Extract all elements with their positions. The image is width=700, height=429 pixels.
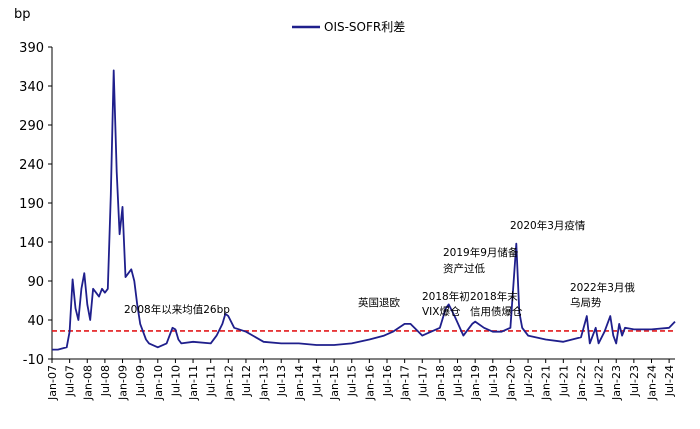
y-axis: 390 340 290 240 190 140 90 40 -10 bbox=[19, 41, 53, 368]
x-tick-label: Jan-13 bbox=[258, 365, 271, 401]
y-unit-label: bp bbox=[14, 7, 31, 22]
x-tick-label: Jul-17 bbox=[416, 365, 429, 397]
y-tick-label: 340 bbox=[19, 80, 44, 95]
x-tick-label: Jul-21 bbox=[557, 365, 570, 397]
x-tick-label: Jan-19 bbox=[469, 365, 482, 401]
legend-label: OIS-SOFR利差 bbox=[324, 20, 405, 34]
y-tick-label: 390 bbox=[19, 41, 44, 56]
x-tick-label: Jul-08 bbox=[99, 365, 112, 397]
annotation-russia-2: 乌局势 bbox=[570, 296, 602, 309]
x-axis: Jan-07 Jul-07 Jan-08 Jul-08 Jan-09 Jul-09 Jan-… bbox=[46, 358, 676, 401]
x-tick-label: Jan-18 bbox=[434, 365, 447, 401]
y-tick-label: 140 bbox=[19, 236, 44, 251]
x-tick-label: Jul-15 bbox=[346, 365, 359, 397]
annotation-covid: 2020年3月疫情 bbox=[510, 219, 586, 232]
x-tick-label: Jan-21 bbox=[540, 365, 553, 401]
x-tick-label: Jan-10 bbox=[152, 365, 165, 401]
x-tick-label: Jul-24 bbox=[663, 365, 676, 397]
x-tick-label: Jan-09 bbox=[117, 365, 130, 401]
y-tick-label: 90 bbox=[27, 275, 44, 290]
x-tick-label: Jul-19 bbox=[487, 365, 500, 397]
x-tick-label: Jan-23 bbox=[610, 365, 623, 401]
x-tick-label: Jan-07 bbox=[46, 365, 59, 401]
x-tick-label: Jul-07 bbox=[64, 365, 77, 397]
x-tick-label: Jul-12 bbox=[240, 365, 253, 397]
series-group bbox=[52, 69, 676, 351]
y-tick-label: 240 bbox=[19, 158, 44, 173]
legend: OIS-SOFR利差 bbox=[292, 20, 405, 34]
y-tick-label: 40 bbox=[27, 314, 44, 329]
x-tick-label: Jul-11 bbox=[205, 365, 218, 397]
x-tick-label: Jan-14 bbox=[293, 365, 306, 401]
x-tick-label: Jul-10 bbox=[169, 365, 182, 397]
annotation-vix-1: 2018年初 bbox=[422, 290, 470, 303]
x-tick-label: Jan-22 bbox=[575, 365, 588, 401]
x-tick-label: Jan-11 bbox=[187, 365, 200, 401]
annotation-vix-2: VIX爆仓 bbox=[422, 305, 461, 318]
y-tick-label: -10 bbox=[23, 353, 44, 368]
x-tick-label: Jul-18 bbox=[452, 365, 465, 397]
x-tick-label: Jul-23 bbox=[628, 365, 641, 397]
x-tick-label: Jan-17 bbox=[399, 365, 412, 401]
annotation-brexit: 英国退欧 bbox=[358, 296, 400, 309]
y-tick-label: 190 bbox=[19, 197, 44, 212]
x-tick-label: Jan-15 bbox=[328, 365, 341, 401]
x-tick-label: Jul-20 bbox=[522, 365, 535, 397]
annotations: 2008年以来均值26bp 英国退欧 2018年初 VIX爆仓 2018年末 信… bbox=[124, 219, 635, 318]
series-line bbox=[52, 69, 676, 351]
y-tick-label: 290 bbox=[19, 119, 44, 134]
annotation-avg: 2008年以来均值26bp bbox=[124, 303, 230, 316]
x-tick-label: Jan-24 bbox=[645, 365, 658, 401]
annotation-russia-1: 2022年3月俄 bbox=[570, 281, 635, 294]
x-tick-label: Jul-13 bbox=[275, 365, 288, 397]
x-tick-label: Jan-16 bbox=[363, 365, 376, 401]
annotation-reserve-1: 2019年9月储备 bbox=[443, 246, 519, 259]
x-tick-label: Jan-12 bbox=[222, 365, 235, 401]
annotation-credit-1: 2018年末 bbox=[470, 290, 518, 303]
annotation-reserve-2: 资产过低 bbox=[443, 262, 485, 275]
x-tick-label: Jul-16 bbox=[381, 365, 394, 397]
x-tick-label: Jul-09 bbox=[134, 365, 147, 397]
x-tick-label: Jul-14 bbox=[310, 365, 323, 397]
x-tick-label: Jan-08 bbox=[81, 365, 94, 401]
annotation-credit-2: 信用债爆仓 bbox=[470, 305, 523, 318]
x-tick-label: Jan-20 bbox=[504, 365, 517, 401]
x-tick-label: Jul-22 bbox=[593, 365, 606, 397]
